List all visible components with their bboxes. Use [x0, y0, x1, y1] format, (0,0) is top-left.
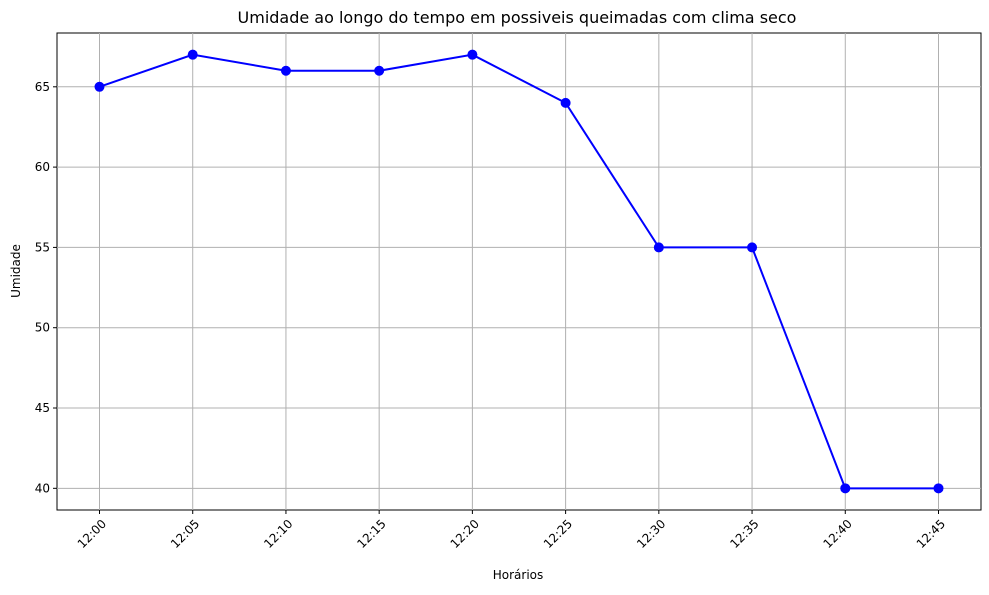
data-point: [653, 242, 664, 253]
y-tick-label: 50: [35, 321, 50, 335]
x-tick-label: 12:40: [821, 517, 855, 551]
x-tick-label: 12:15: [354, 517, 388, 551]
x-tick-label: 12:10: [261, 517, 295, 551]
x-tick-label: 12:35: [727, 517, 761, 551]
data-point: [94, 81, 105, 92]
data-point: [280, 65, 291, 76]
x-tick-label: 12:00: [75, 517, 109, 551]
grid-lines: [57, 33, 981, 510]
y-tick-label: 55: [35, 240, 50, 254]
y-tick-label: 65: [35, 80, 50, 94]
plot-area-frame: [56, 32, 982, 511]
data-point: [374, 65, 385, 76]
axis-ticks: 12:00 12:05 12:10 12:15 12:20 12:25 12:30 12:35…: [35, 80, 948, 551]
x-tick-label: 12:25: [541, 517, 575, 551]
x-tick-label: 12:45: [914, 517, 948, 551]
chart-title: Umidade ao longo do tempo em possiveis q…: [238, 8, 797, 27]
data-point: [747, 242, 758, 253]
x-tick-label: 12:20: [448, 517, 482, 551]
series-layer: [94, 49, 944, 494]
series-line: [99, 53, 939, 490]
x-tick-label: 12:30: [634, 517, 668, 551]
y-tick-label: 60: [35, 160, 50, 174]
y-tick-label: 45: [35, 401, 50, 415]
data-point: [560, 97, 571, 108]
data-point: [187, 49, 198, 60]
data-point: [467, 49, 478, 60]
data-point: [933, 483, 944, 494]
y-tick-label: 40: [35, 481, 50, 495]
data-point: [840, 483, 851, 494]
y-axis-label: Umidade: [9, 244, 23, 298]
x-tick-label: 12:05: [168, 517, 202, 551]
x-axis-label: Horários: [493, 568, 544, 582]
